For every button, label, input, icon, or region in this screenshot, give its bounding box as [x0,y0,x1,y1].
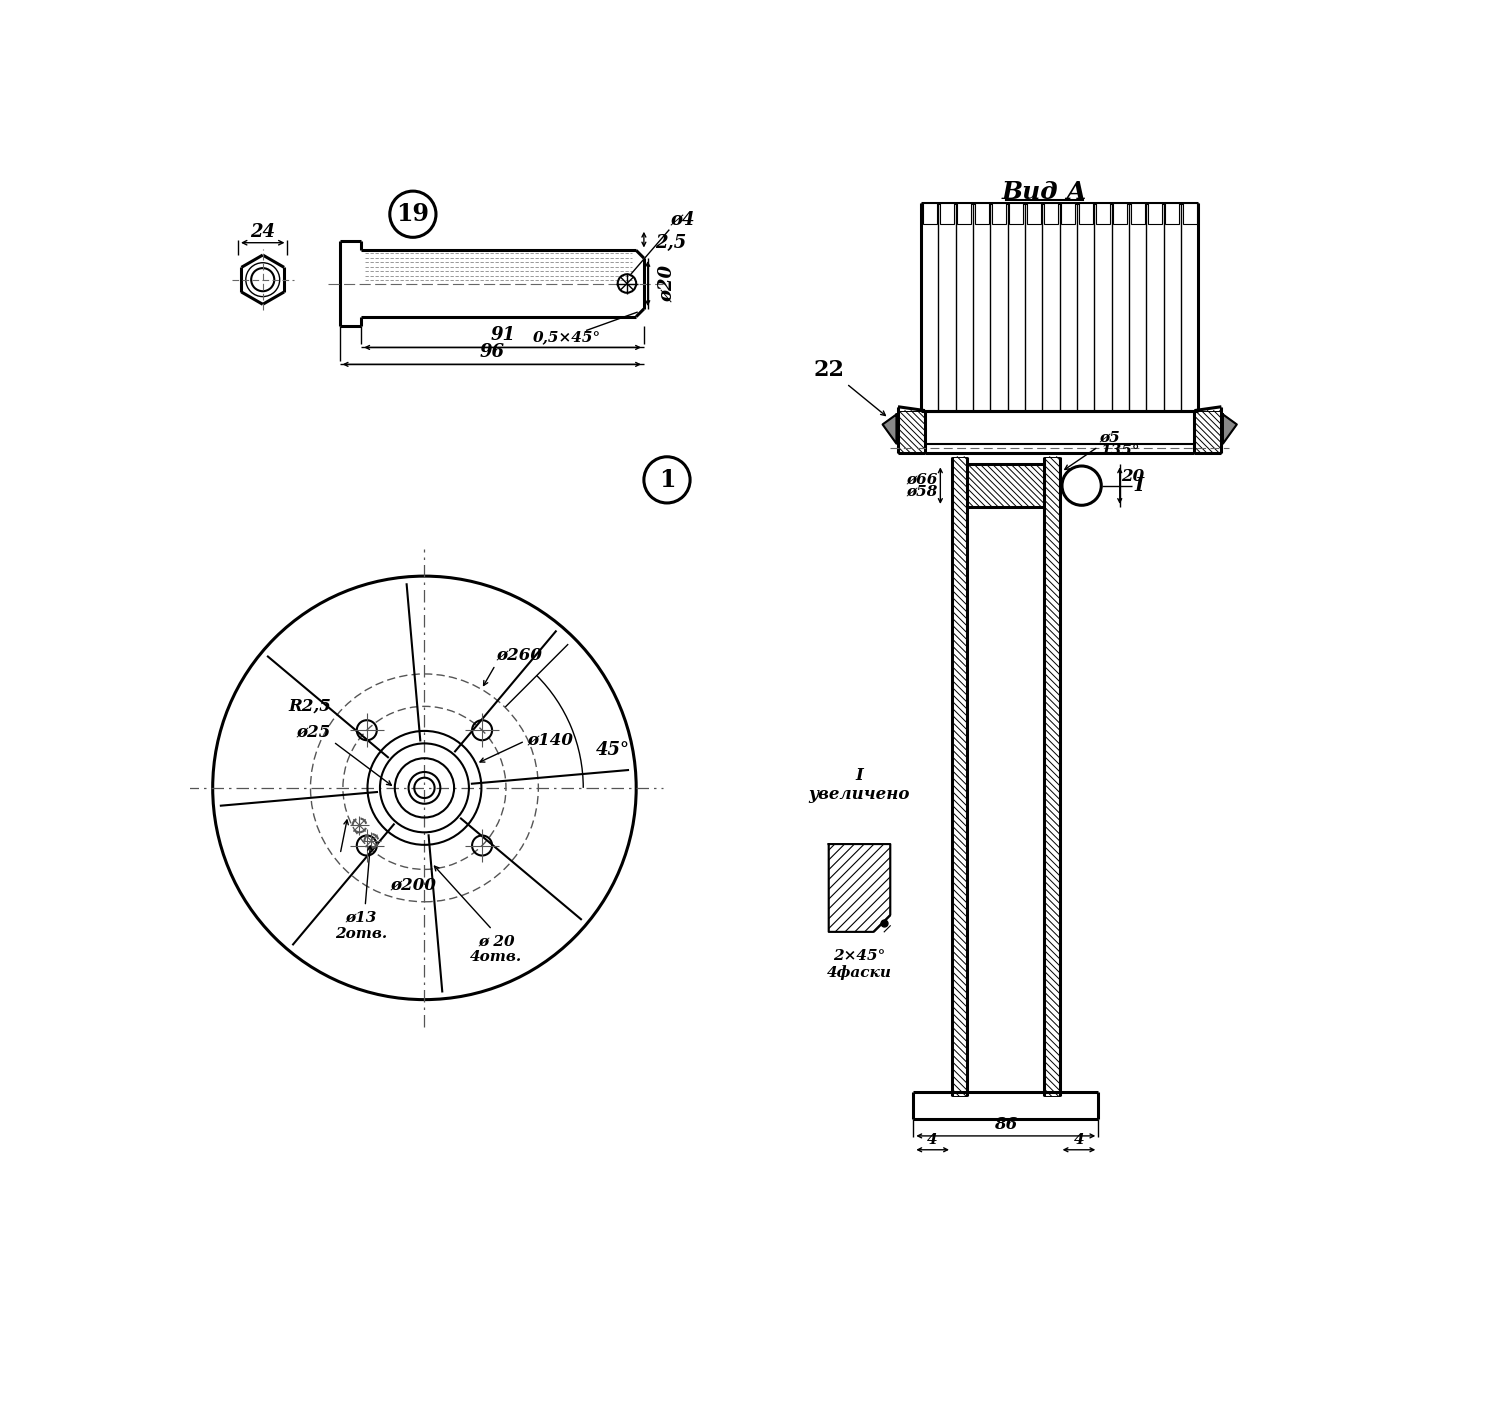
Text: 4: 4 [1074,1133,1084,1147]
Text: 96: 96 [479,343,504,362]
Bar [940,202,955,225]
Text: Вид А: Вид А [1001,179,1087,203]
Text: 86: 86 [995,1116,1017,1133]
Text: 24: 24 [250,223,275,242]
Text: 45°: 45° [596,742,630,759]
Text: 19: 19 [397,202,430,226]
Text: 0,5×45°: 0,5×45° [532,331,601,345]
Circle shape [390,191,436,237]
Bar [992,202,1007,225]
Text: R2,5: R2,5 [288,698,332,715]
Bar [1010,202,1023,225]
Bar [952,456,967,1096]
Polygon shape [883,414,897,444]
Bar [1062,202,1075,225]
Text: 20: 20 [1121,468,1145,485]
Text: ø 20
4отв.: ø 20 4отв. [470,934,522,964]
Text: ø260: ø260 [497,646,543,663]
Text: I
увеличено: I увеличено [809,767,910,803]
Bar [967,465,1044,507]
Bar [1194,411,1221,454]
Bar [1182,202,1197,225]
Text: ø5: ø5 [1100,431,1121,445]
Text: ø66: ø66 [907,472,938,486]
Bar [1114,202,1127,225]
Text: 1: 1 [659,468,675,492]
Text: I: I [1135,476,1144,495]
Text: 135°: 135° [1100,444,1139,458]
Text: ø13
2отв.: ø13 2отв. [335,911,387,941]
Bar [1096,202,1109,225]
Text: 91: 91 [491,326,515,345]
Bar [1044,202,1057,225]
Text: ø140: ø140 [526,732,572,749]
Polygon shape [1222,414,1237,444]
Bar [1028,202,1041,225]
Bar [1130,202,1145,225]
Bar [1148,202,1161,225]
Circle shape [644,456,690,503]
Text: ø4: ø4 [671,211,696,227]
Text: ø25: ø25 [296,723,332,740]
Bar [975,202,989,225]
Text: ø20: ø20 [657,266,675,302]
Text: ø58: ø58 [907,485,938,499]
Text: ø200: ø200 [391,877,437,894]
Bar [923,202,937,225]
Bar [1166,202,1179,225]
Bar [958,202,971,225]
Bar [898,411,925,454]
Text: 2×45°
4фаски: 2×45° 4фаски [827,948,892,981]
Bar [1044,456,1060,1096]
Bar [1078,202,1093,225]
Text: 2,5: 2,5 [656,233,687,252]
Text: 4: 4 [928,1133,938,1147]
Text: 22: 22 [813,359,845,382]
